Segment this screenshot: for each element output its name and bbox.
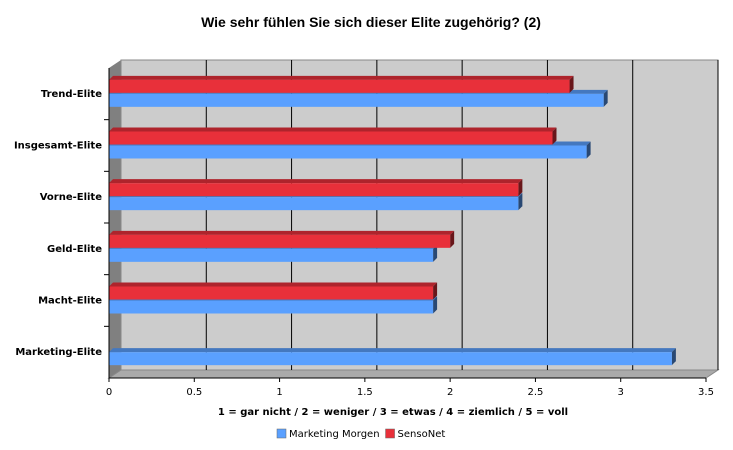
legend: Marketing Morgen SensoNet xyxy=(276,428,446,440)
legend-label: SensoNet xyxy=(398,429,446,440)
legend-swatch xyxy=(385,428,395,439)
bar-end-face xyxy=(518,193,523,211)
gridlines xyxy=(205,60,719,370)
bar-front-face xyxy=(109,300,434,314)
category-label: Geld-Elite xyxy=(47,244,102,255)
bar xyxy=(109,127,557,145)
chart-title: Wie sehr fühlen Sie sich dieser Elite zu… xyxy=(201,14,541,30)
bar-end-face xyxy=(518,179,523,197)
x-axis-label: 1 = gar nicht / 2 = weniger / 3 = etwas … xyxy=(218,407,568,418)
bar-top-face xyxy=(109,179,523,184)
bar-front-face xyxy=(109,93,604,107)
x-ticks: 0 0.5 1 1.5 2 2.5 3 3.5 xyxy=(106,378,714,398)
category-label: Macht-Elite xyxy=(38,296,102,307)
bar-end-face xyxy=(586,141,591,159)
x-tick-label: 2 xyxy=(447,387,453,398)
bar-end-face xyxy=(569,75,574,93)
plot-floor xyxy=(107,369,720,379)
category-label: Insgesamt-Elite xyxy=(14,141,102,152)
bar xyxy=(109,282,438,300)
bar-end-face xyxy=(552,127,557,145)
bar-front-face xyxy=(109,286,434,300)
x-tick-label: 1.5 xyxy=(357,387,373,398)
bar xyxy=(109,230,455,248)
legend-swatch xyxy=(276,428,287,439)
bar-front-face xyxy=(109,183,519,197)
category-label: Vorne-Elite xyxy=(40,192,103,203)
bar-end-face xyxy=(603,89,608,107)
bar-front-face xyxy=(109,248,434,262)
plot-side-wall xyxy=(109,60,121,378)
legend-label: Marketing Morgen xyxy=(289,429,380,440)
bar-top-face xyxy=(109,230,455,235)
x-tick-label: 2.5 xyxy=(527,387,543,398)
bar xyxy=(109,179,523,197)
bar-front-face xyxy=(109,145,587,159)
bar-end-face xyxy=(433,296,438,314)
x-tick-label: 3.5 xyxy=(698,387,714,398)
bar xyxy=(109,348,676,366)
category-labels: Trend-Elite Insgesamt-Elite Vorne-Elite Gel… xyxy=(14,89,109,358)
x-tick-label: 0 xyxy=(106,387,112,398)
bars xyxy=(109,75,676,366)
bar-end-face xyxy=(671,348,676,366)
bar xyxy=(109,75,574,93)
category-label: Marketing-Elite xyxy=(15,347,102,358)
bar-top-face xyxy=(109,348,676,353)
bar-end-face xyxy=(433,282,438,300)
bar-front-face xyxy=(109,197,519,211)
bar-front-face xyxy=(109,79,570,93)
bar-front-face xyxy=(109,352,672,366)
x-tick-label: 0.5 xyxy=(186,387,202,398)
bar-end-face xyxy=(433,244,438,262)
x-tick-label: 3 xyxy=(618,387,624,398)
bar-end-face xyxy=(450,230,455,248)
bar-top-face xyxy=(109,282,438,287)
bar-front-face xyxy=(109,131,553,145)
x-tick-label: 1 xyxy=(276,387,282,398)
bar-top-face xyxy=(109,75,574,80)
bar-front-face xyxy=(109,234,451,248)
category-label: Trend-Elite xyxy=(41,89,102,100)
bar-top-face xyxy=(109,127,557,132)
